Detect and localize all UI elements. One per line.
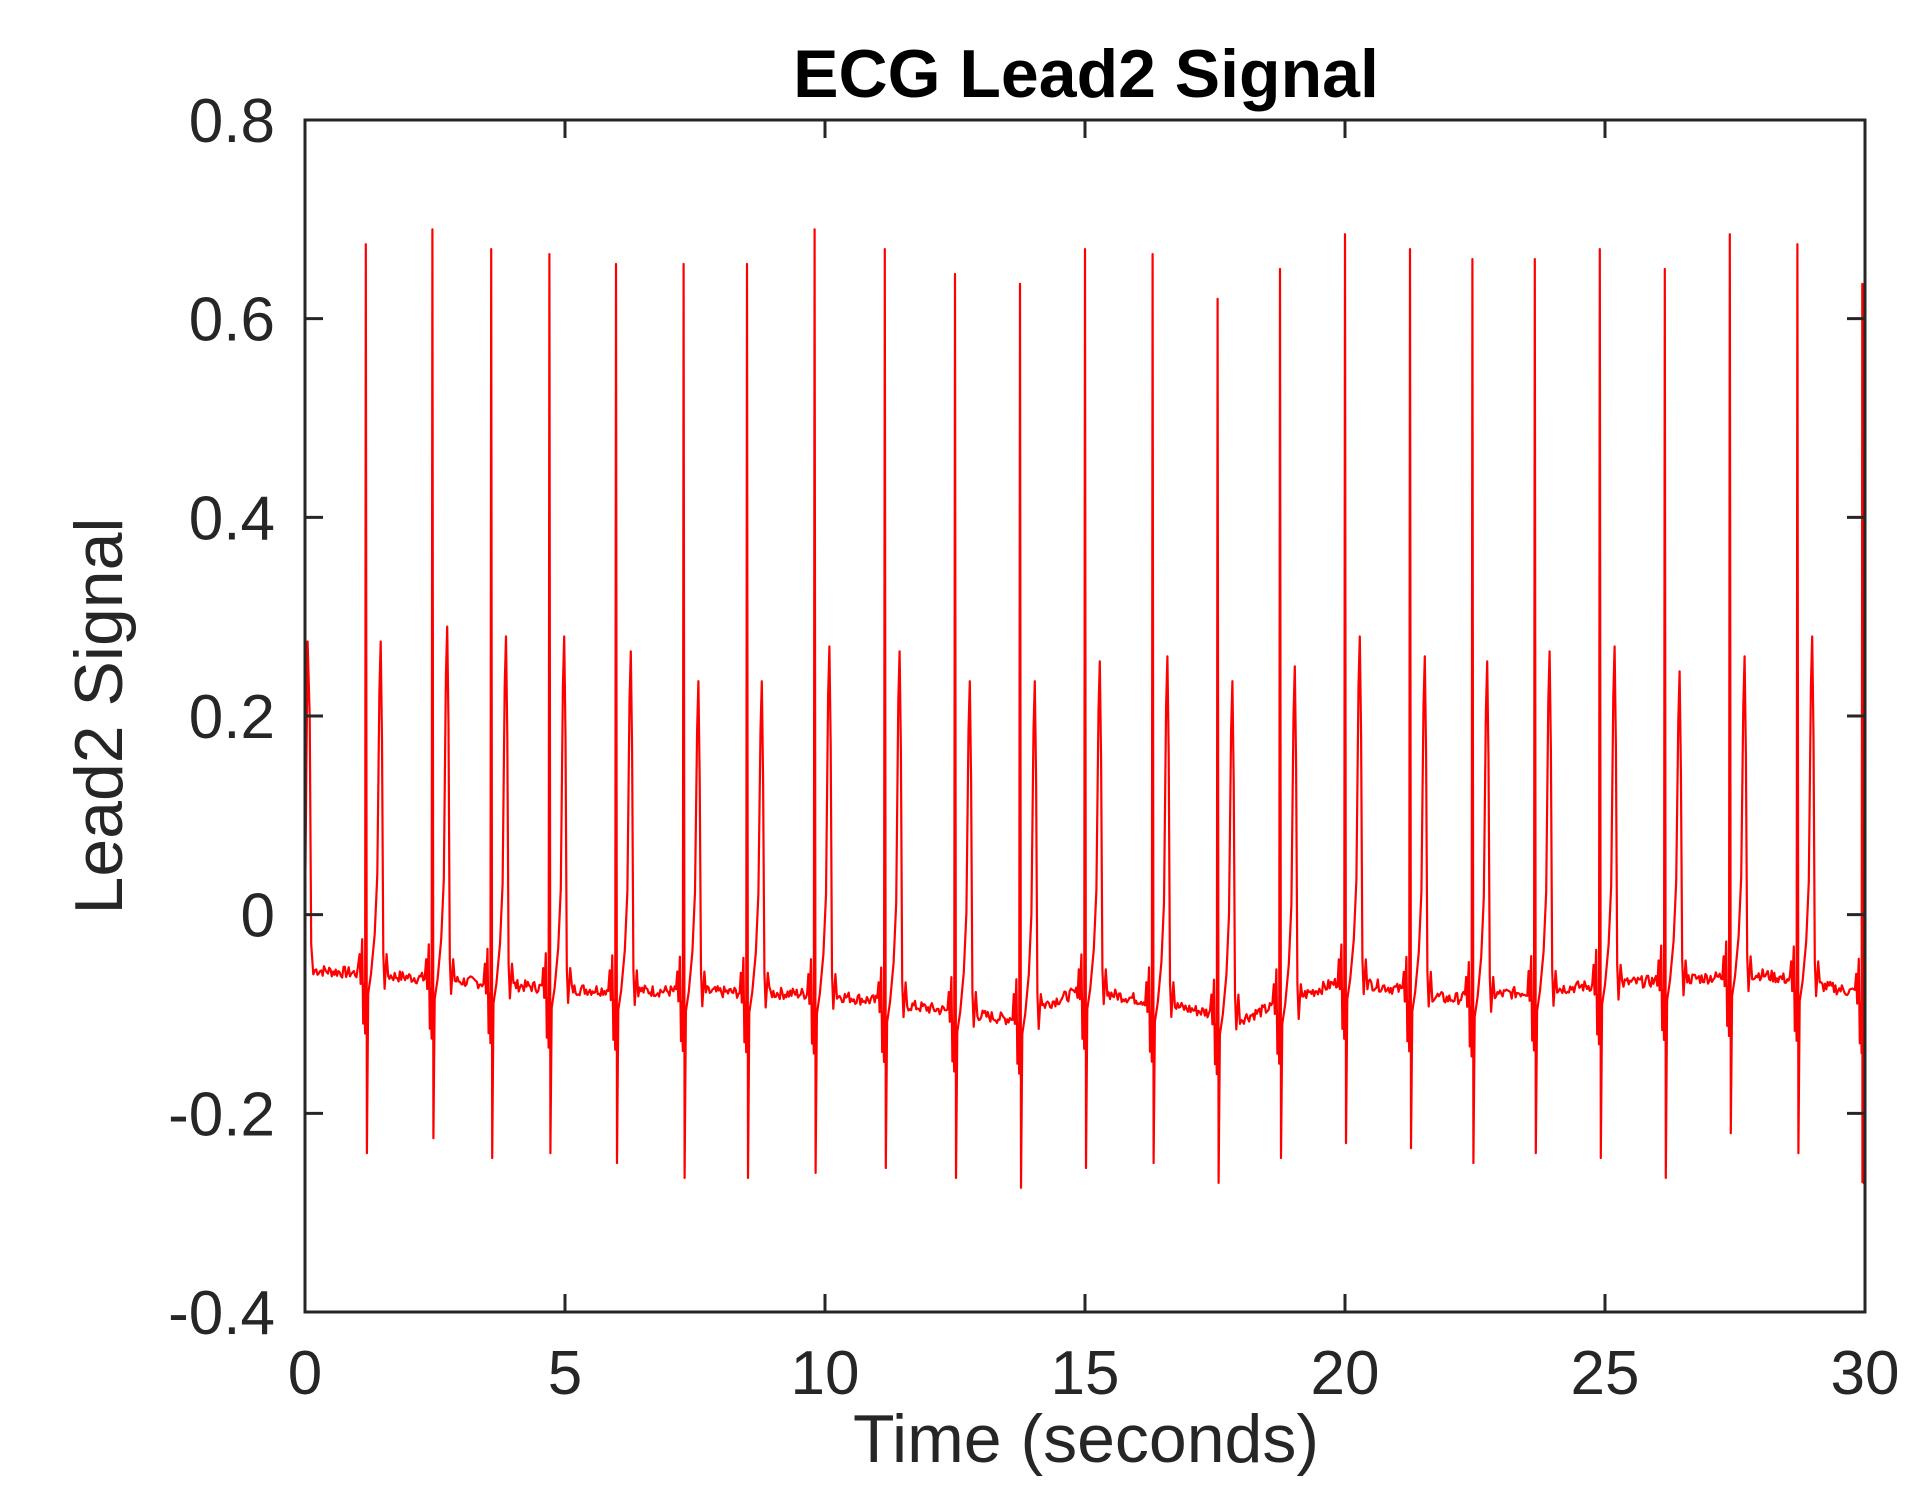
- x-tick-label: 0: [288, 1339, 322, 1408]
- y-tick-label: -0.4: [168, 1279, 275, 1348]
- plot-area: 0 5 10 15 20 25 30 -0.4 -0.2 0 0.2 0.4 0.6 0.8: [168, 87, 1899, 1408]
- x-tick-label: 20: [1311, 1339, 1380, 1408]
- y-tick-label: 0.2: [189, 683, 275, 752]
- y-axis-label: Lead2 Signal: [61, 517, 137, 914]
- signal-layer: [303, 228, 1867, 1189]
- x-tick-label: 5: [548, 1339, 582, 1408]
- x-tick-label: 30: [1831, 1339, 1900, 1408]
- y-tick-label: 0.6: [189, 286, 275, 355]
- y-tick-label: 0: [241, 882, 275, 951]
- x-ticks: 0 5 10 15 20 25 30: [288, 120, 1900, 1408]
- x-tick-label: 25: [1571, 1339, 1640, 1408]
- x-tick-label: 15: [1051, 1339, 1120, 1408]
- x-axis-label: Time (seconds): [853, 1401, 1319, 1477]
- series-line-lead2: [303, 228, 1867, 1189]
- x-tick-label: 10: [791, 1339, 860, 1408]
- chart-title: ECG Lead2 Signal: [793, 36, 1379, 112]
- y-tick-label: -0.2: [168, 1080, 275, 1149]
- y-ticks: -0.4 -0.2 0 0.2 0.4 0.6 0.8: [168, 87, 1865, 1348]
- y-tick-label: 0.4: [189, 484, 275, 553]
- y-tick-label: 0.8: [189, 87, 275, 156]
